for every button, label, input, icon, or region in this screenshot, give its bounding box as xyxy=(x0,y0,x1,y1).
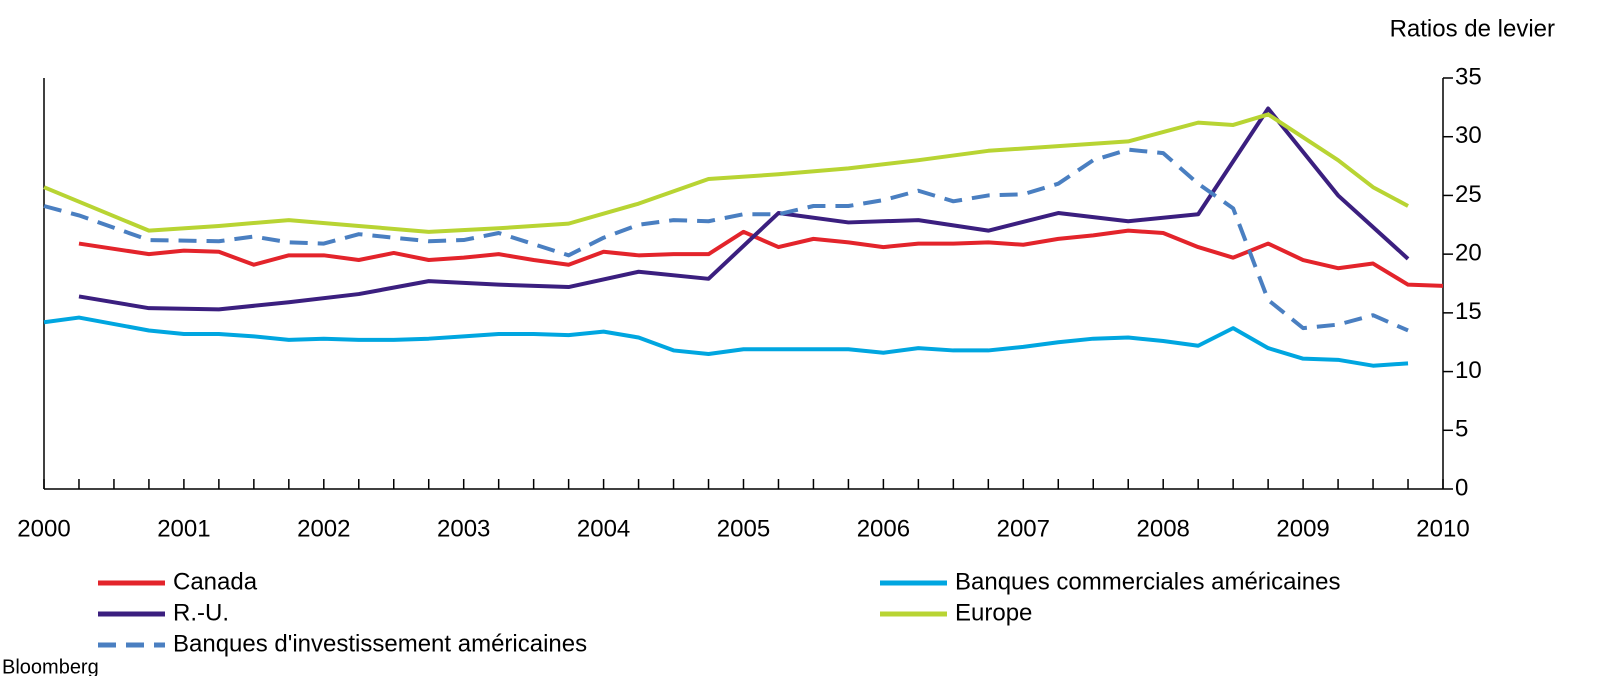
x-tick-label: 2003 xyxy=(437,515,490,542)
x-tick-label: 2007 xyxy=(997,515,1050,542)
legend-label: R.-U. xyxy=(173,599,229,626)
line-series xyxy=(78,228,1444,288)
y-tick-label: 25 xyxy=(1455,181,1482,208)
legend-label: Banques d'investissement américaines xyxy=(173,630,587,657)
y-tick-label: 30 xyxy=(1455,122,1482,149)
x-tick-label: 2004 xyxy=(577,515,630,542)
y-tick-label: 0 xyxy=(1455,474,1468,501)
x-tick-label: 2005 xyxy=(717,515,770,542)
y-tick-label: 35 xyxy=(1455,63,1482,90)
line-series xyxy=(43,315,1409,368)
y-tick-label: 10 xyxy=(1455,357,1482,384)
x-tick-label: 2006 xyxy=(857,515,910,542)
y-axis-label: Ratios de levier xyxy=(1390,15,1555,42)
legend-label: Banques commerciales américaines xyxy=(955,568,1341,595)
x-tick-label: 2000 xyxy=(17,515,70,542)
y-tick-label: 15 xyxy=(1455,298,1482,325)
x-tick-label: 2008 xyxy=(1137,515,1190,542)
line-series xyxy=(43,112,1409,234)
x-tick-label: 2009 xyxy=(1276,515,1329,542)
x-tick-label: 2002 xyxy=(297,515,350,542)
line-series xyxy=(43,147,1409,333)
x-tick-label: 2010 xyxy=(1416,515,1469,542)
x-tick-label: 2001 xyxy=(157,515,210,542)
legend-label: Canada xyxy=(173,568,258,595)
legend-label: Europe xyxy=(955,599,1032,626)
y-tick-label: 5 xyxy=(1455,416,1468,443)
source-note: Bloomberg xyxy=(2,656,99,676)
line-series xyxy=(78,106,1410,312)
y-tick-label: 20 xyxy=(1455,239,1482,266)
